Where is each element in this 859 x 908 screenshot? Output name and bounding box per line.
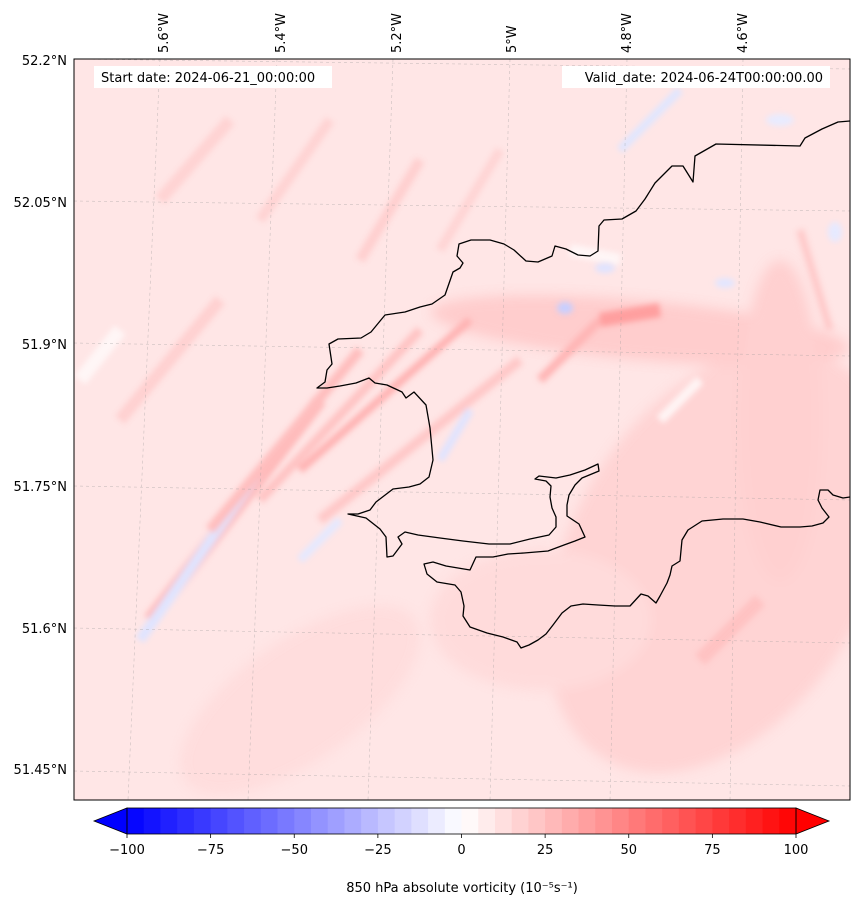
colorbar-segment [361, 808, 379, 834]
colorbar-segment [678, 808, 697, 834]
valid-date-box [562, 66, 830, 88]
colorbar-segment [344, 808, 362, 834]
colorbar-segments [127, 808, 797, 834]
lat-label: 51.75°N [14, 480, 67, 495]
colorbar-segment [545, 808, 563, 834]
colorbar-segment [210, 808, 228, 834]
colorbar-segment [628, 808, 646, 834]
colorbar-min-arrow [92, 807, 128, 835]
colorbar-segment [411, 808, 429, 834]
colorbar-tick-label: 25 [537, 843, 554, 858]
colorbar-segment [177, 808, 195, 834]
colorbar-segment [478, 808, 496, 834]
colorbar-segment [377, 808, 396, 834]
colorbar-segment [595, 808, 613, 834]
lat-label: 52.2°N [22, 54, 67, 69]
lon-label: 5.6°W [157, 13, 172, 53]
colorbar-segment [612, 808, 630, 834]
colorbar-tick-label: 50 [620, 843, 637, 858]
colorbar-segment [528, 808, 546, 834]
lat-label: 51.6°N [22, 622, 67, 637]
colorbar-segment [310, 808, 329, 834]
lon-label: 5.2°W [390, 13, 405, 53]
lon-label: 5°W [505, 25, 520, 53]
header: Start date: 2024-06-21_00:00:00 Valid_da… [94, 66, 830, 88]
colorbar-segment [127, 808, 145, 834]
colorbar-segment [260, 808, 279, 834]
colorbar-segment [578, 808, 596, 834]
colorbar-segment [461, 808, 479, 834]
colorbar-segment [645, 808, 663, 834]
latitude-labels: 52.2°N 52.05°N 51.9°N 51.75°N 51.6°N 51.… [14, 54, 67, 778]
colorbar-tick-label: 0 [457, 843, 465, 858]
colorbar-segment [444, 808, 463, 834]
lat-label: 51.45°N [14, 763, 67, 778]
colorbar-tick-label: −25 [364, 843, 391, 858]
colorbar-segment [745, 808, 764, 834]
colorbar-tick-label: 75 [704, 843, 721, 858]
lon-label: 5.4°W [274, 13, 289, 53]
vorticity-field [74, 59, 850, 800]
coastline [316, 120, 850, 649]
colorbar-segment [327, 808, 345, 834]
start-date-box [94, 66, 332, 88]
valid-date-label: Valid_date: 2024-06-24T00:00:00.00 [585, 71, 823, 86]
colorbar-segment [729, 808, 747, 834]
lat-label: 52.05°N [14, 196, 67, 211]
colorbar-segment [712, 808, 730, 834]
colorbar-segment [662, 808, 680, 834]
colorbar-segment [193, 808, 212, 834]
colorbar-segment [695, 808, 713, 834]
colorbar: −100 −75 −50 −25 0 25 50 75 100 850 hPa absolute… [92, 807, 831, 896]
lat-label: 51.9°N [22, 338, 67, 353]
colorbar-segment [227, 808, 245, 834]
colorbar-ticks: −100 −75 −50 −25 0 25 50 75 100 [109, 834, 808, 858]
colorbar-segment [428, 808, 446, 834]
colorbar-segment [277, 808, 295, 834]
colorbar-segment [294, 808, 312, 834]
lon-label: 4.8°W [620, 13, 635, 53]
colorbar-segment [160, 808, 178, 834]
colorbar-max-arrow [795, 807, 831, 835]
lon-label: 4.6°W [736, 13, 751, 53]
gridlines [74, 59, 850, 800]
plot-frame [73, 58, 851, 801]
colorbar-segment [762, 808, 780, 834]
colorbar-segment [561, 808, 580, 834]
start-date-label: Start date: 2024-06-21_00:00:00 [101, 71, 315, 86]
colorbar-tick-label: −75 [197, 843, 224, 858]
colorbar-tick-label: 100 [784, 843, 809, 858]
colorbar-segment [779, 808, 797, 834]
colorbar-segment [394, 808, 412, 834]
colorbar-label: 850 hPa absolute vorticity (10⁻⁵s⁻¹) [346, 881, 578, 896]
colorbar-segment [143, 808, 161, 834]
colorbar-segment [494, 808, 513, 834]
colorbar-segment [244, 808, 262, 834]
longitude-labels: 5.6°W 5.4°W 5.2°W 5°W 4.8°W 4.6°W [157, 13, 751, 53]
colorbar-segment [511, 808, 529, 834]
colorbar-tick-label: −100 [109, 843, 145, 858]
colorbar-tick-label: −50 [281, 843, 308, 858]
